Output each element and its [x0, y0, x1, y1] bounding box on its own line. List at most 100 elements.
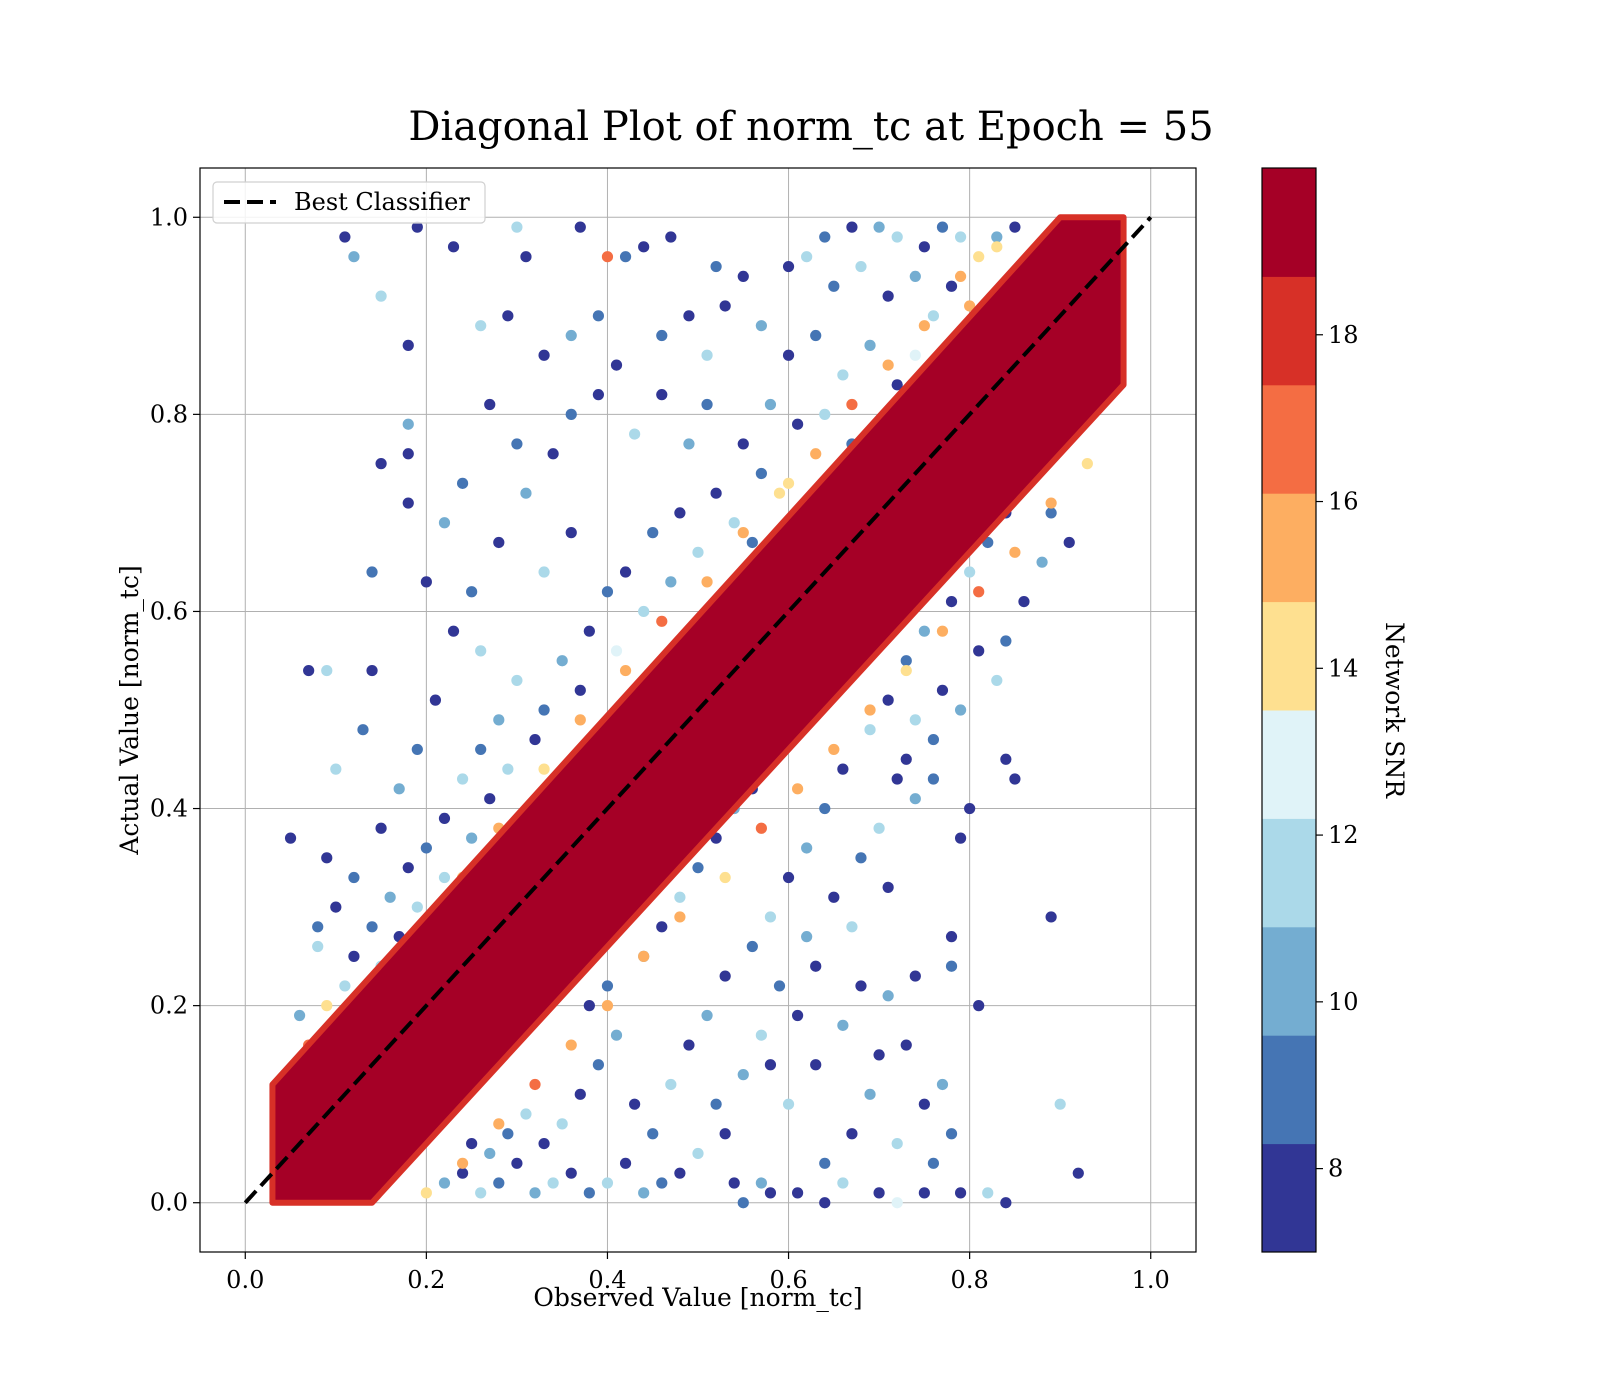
scatter-point: [873, 221, 885, 233]
scatter-point: [764, 1187, 777, 1199]
scatter-point: [792, 1009, 804, 1022]
scatter-point: [438, 871, 451, 884]
scatter-point: [900, 1039, 912, 1051]
colorbar-frame: [1261, 167, 1317, 1253]
scatter-point: [665, 576, 677, 588]
scatter-point: [456, 773, 469, 785]
scatter-point: [493, 1177, 505, 1189]
scatter-point: [366, 566, 378, 578]
scatter-point: [294, 1009, 306, 1022]
colorbar-bin: [1262, 168, 1316, 277]
scatter-point: [538, 566, 550, 578]
scatter-point: [484, 1147, 496, 1160]
scatter-point: [638, 605, 650, 618]
scatter-point: [601, 1000, 614, 1012]
scatter-point: [529, 1078, 541, 1091]
scatter-point: [493, 1118, 505, 1130]
scatter-point: [846, 921, 858, 933]
scatter-point: [819, 231, 831, 243]
scatter-point: [882, 990, 894, 1002]
y-tick-label: 0.8: [150, 400, 188, 428]
scatter-point: [656, 1177, 668, 1189]
scatter-point: [402, 862, 414, 874]
scatter-point: [891, 773, 903, 785]
scatter-point: [592, 389, 605, 401]
scatter-point: [719, 300, 731, 312]
scatter-point: [656, 329, 668, 342]
scatter-point: [456, 1157, 469, 1169]
scatter-point: [565, 329, 577, 342]
legend[interactable]: Best Classifier: [212, 181, 486, 224]
scatter-point: [638, 1187, 650, 1199]
scatter-point: [1009, 546, 1021, 558]
colorbar-bin: [1262, 493, 1316, 603]
scatter-point: [420, 576, 432, 588]
y-axis-ticks: 0.0 0.2 0.4 0.6 0.8 1.0: [150, 203, 200, 1217]
scatter-point: [873, 1049, 885, 1061]
scatter-point: [493, 536, 505, 549]
scatter-point: [357, 724, 369, 736]
scatter-point: [927, 310, 940, 322]
x-tick-label: 0.8: [951, 1266, 989, 1294]
scatter-point: [411, 901, 423, 913]
scatter-point: [565, 1039, 577, 1051]
scatter-point: [619, 566, 632, 578]
scatter-point: [601, 251, 614, 263]
scatter-point: [1072, 1167, 1084, 1179]
scatter-point: [402, 418, 414, 430]
scatter-point: [447, 241, 460, 253]
scatter-point: [954, 832, 967, 844]
x-tick-label: 1.0: [1132, 1266, 1170, 1294]
scatter-point: [801, 251, 813, 263]
scatter-point: [782, 477, 795, 489]
scatter-point: [592, 1059, 605, 1071]
scatter-point: [692, 546, 704, 558]
x-tick-label: 0.2: [407, 1266, 445, 1294]
x-tick-label: 0.6: [769, 1266, 807, 1294]
scatter-point: [746, 536, 758, 549]
scatter-point: [420, 842, 432, 854]
scatter-point: [936, 1078, 949, 1091]
scatter-point: [846, 221, 858, 233]
scatter-point: [837, 763, 849, 775]
colorbar-tick-label: 14: [1328, 654, 1359, 682]
scatter-point: [674, 911, 686, 923]
scatter-point: [792, 783, 804, 795]
scatter-point: [764, 1059, 777, 1071]
scatter-point: [1045, 497, 1057, 509]
scatter-point: [511, 438, 523, 450]
scatter-point: [456, 477, 469, 489]
scatter-point: [692, 1147, 704, 1160]
scatter-point: [429, 694, 442, 706]
scatter-point: [900, 753, 912, 765]
scatter-point: [366, 921, 378, 933]
scatter-point: [746, 940, 758, 953]
scatter-point: [810, 960, 822, 972]
scatter-point: [1000, 753, 1012, 765]
scatter-point: [973, 1000, 985, 1012]
scatter-point: [801, 931, 813, 943]
scatter-point: [674, 891, 686, 903]
scatter-point: [737, 1069, 749, 1081]
scatter-point: [348, 871, 360, 884]
scatter-point: [665, 1078, 677, 1091]
scatter-point: [819, 1157, 831, 1169]
scatter-point: [1009, 773, 1021, 785]
scatter-point: [674, 1167, 686, 1179]
colorbar-tick-label: 12: [1328, 821, 1359, 849]
scatter-point: [375, 822, 387, 834]
scatter-point: [647, 1128, 659, 1140]
scatter-point: [520, 1108, 532, 1120]
scatter-point: [755, 822, 767, 834]
scatter-point: [828, 743, 840, 756]
colorbar-bin: [1262, 601, 1316, 711]
scatter-point: [755, 467, 767, 480]
scatter-point: [900, 655, 912, 667]
scatter-point: [638, 950, 650, 962]
y-tick-label: 0.2: [150, 992, 188, 1020]
scatter-point: [819, 802, 831, 815]
scatter-point: [592, 310, 605, 322]
x-tick-label: 0.4: [588, 1266, 626, 1294]
scatter-point: [882, 694, 894, 706]
